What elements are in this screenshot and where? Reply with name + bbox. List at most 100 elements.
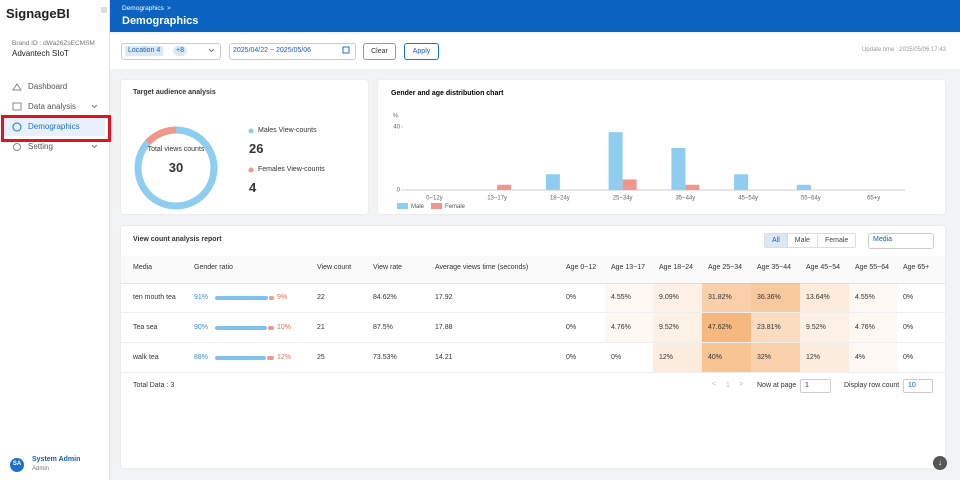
page-input[interactable]: 1 [800, 379, 831, 393]
cell: 4.76% [611, 324, 631, 331]
cell: 87.5% [373, 324, 393, 331]
legend-label: Male [411, 204, 425, 210]
bar [671, 148, 685, 190]
card-title: View count analysis report [133, 236, 222, 243]
bar [797, 185, 811, 190]
legend-swatch [397, 203, 408, 209]
page-number[interactable]: 1 [726, 382, 730, 389]
cell: 4.55% [855, 294, 875, 301]
cell: 23.81% [757, 324, 781, 331]
column-header: Age 0~12 [566, 264, 596, 271]
x-tick-label: 45~54y [738, 196, 758, 202]
x-tick-label: 25~34y [613, 196, 633, 202]
column-header: Age 18~24 [659, 264, 693, 271]
cell: Tea sea [133, 324, 158, 331]
column-header: Age 65+ [903, 264, 929, 271]
column-header: Gender ratio [194, 264, 233, 271]
x-tick-label: 55~64y [801, 196, 821, 202]
column-header: View rate [373, 264, 402, 271]
cell: 4% [855, 354, 865, 361]
cell: 22 [317, 294, 325, 301]
legend-swatch [431, 203, 442, 209]
report-table: Media Gender ratio View count View rate Aver… [121, 256, 945, 374]
column-header: Age 35~44 [757, 264, 791, 271]
bar [685, 185, 699, 190]
total-data: Total Data : 3 [133, 382, 174, 389]
x-tick-label: 0~12y [426, 196, 443, 202]
bar [546, 174, 560, 190]
female-ratio: 12% [277, 354, 291, 361]
column-header: View count [317, 264, 351, 271]
female-bar [268, 326, 274, 330]
column-header: Media [133, 264, 152, 271]
cell: 9.52% [806, 324, 826, 331]
row-border [121, 372, 945, 373]
column-header: Age 25~34 [708, 264, 742, 271]
cell: 0% [903, 324, 913, 331]
cell: 12% [806, 354, 820, 361]
cell: 9.52% [659, 324, 679, 331]
x-tick-label: 13~17y [487, 196, 507, 202]
column-header: Age 13~17 [611, 264, 645, 271]
cell: 4.76% [855, 324, 875, 331]
chart-title: Gender and age distribution chart [391, 90, 504, 97]
male-bar [215, 356, 266, 360]
cell: 73.53% [373, 354, 397, 361]
cell: 40% [708, 354, 722, 361]
toggle-button[interactable]: Female [817, 234, 855, 247]
user-name[interactable]: System Admin [32, 456, 80, 463]
cell: 32% [757, 354, 771, 361]
male-ratio: 90% [194, 324, 208, 331]
group-value: Media [873, 236, 892, 243]
cell: walk tea [133, 354, 159, 361]
user-role: Admin [32, 466, 49, 472]
cell: 0% [566, 294, 576, 301]
bar [734, 174, 748, 190]
cell: 47.62% [708, 324, 732, 331]
cell: 31.82% [708, 294, 732, 301]
column-header: Age 55~64 [855, 264, 889, 271]
download-button[interactable]: ↓ [933, 456, 947, 470]
toggle-button[interactable]: Male [787, 234, 817, 247]
legend-label: Female [445, 204, 466, 210]
column-header: Age 45~54 [806, 264, 840, 271]
female-bar [267, 356, 274, 360]
cell: 21 [317, 324, 325, 331]
cell: 84.62% [373, 294, 397, 301]
cell: 25 [317, 354, 325, 361]
column-header: Average views time (seconds) [435, 264, 528, 271]
male-bar [215, 326, 267, 330]
cell: ten mouth tea [133, 294, 176, 301]
x-tick-label: 35~44y [675, 196, 695, 202]
bar-chart: Gender and age distribution chart % 0400… [0, 0, 960, 220]
cell: 17.92 [435, 294, 453, 301]
y-tick-label: 0 [397, 188, 401, 194]
male-ratio: 88% [194, 354, 208, 361]
cell: 9.09% [659, 294, 679, 301]
next-page[interactable]: > [739, 381, 743, 388]
bar [623, 179, 637, 190]
female-ratio: 10% [277, 324, 291, 331]
male-bar [215, 296, 268, 300]
female-bar [269, 296, 274, 300]
cell: 17.88 [435, 324, 453, 331]
prev-page[interactable]: < [712, 381, 716, 388]
cell: 4.55% [611, 294, 631, 301]
female-ratio: 9% [277, 294, 287, 301]
x-tick-label: 18~24y [550, 196, 570, 202]
row-count-select[interactable]: 10 [903, 379, 933, 393]
cell: 36.36% [757, 294, 781, 301]
cell: 0% [566, 324, 576, 331]
cell: 0% [566, 354, 576, 361]
y-tick-label: 40 [393, 125, 400, 131]
cell: 0% [611, 354, 621, 361]
bar [497, 185, 511, 190]
gender-toggle: AllMaleFemale [764, 233, 856, 248]
male-ratio: 91% [194, 294, 208, 301]
cell: 0% [903, 294, 913, 301]
x-tick-label: 65+y [867, 196, 880, 202]
toggle-button[interactable]: All [765, 234, 787, 247]
bar [609, 132, 623, 190]
